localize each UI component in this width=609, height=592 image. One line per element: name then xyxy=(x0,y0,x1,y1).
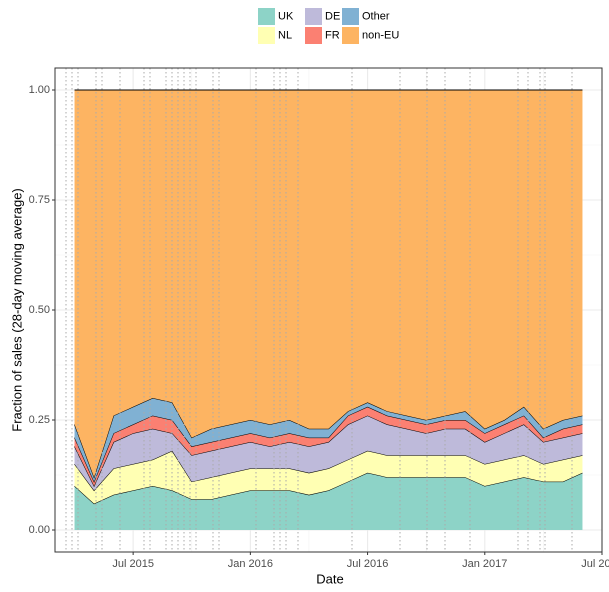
legend-label: FR xyxy=(325,29,340,41)
legend-label: DE xyxy=(325,10,340,22)
axes: 0.00 0.25 0.50 0.75 1.00 Jul 2015 Jan 2016 Jul … xyxy=(29,84,609,570)
legend-key xyxy=(258,8,275,25)
legend-key xyxy=(342,8,359,25)
legend-label: UK xyxy=(278,10,294,22)
area xyxy=(74,415,583,491)
area xyxy=(74,472,583,530)
x-tick-label: Jan 2016 xyxy=(228,558,273,570)
y-tick-label: 1.00 xyxy=(29,84,50,96)
y-tick-label: 0.00 xyxy=(29,524,50,536)
y-tick-label: 0.25 xyxy=(29,414,50,426)
legend-key xyxy=(342,27,359,44)
x-tick-label: Jul 2015 xyxy=(112,558,154,570)
legend-label: Other xyxy=(362,10,390,22)
legend: UK NL DE FR Other non-EU xyxy=(258,8,399,44)
area xyxy=(74,90,583,478)
area xyxy=(74,398,583,482)
legend-label: non-EU xyxy=(362,29,399,41)
x-tick-label: Jan 2017 xyxy=(462,558,507,570)
legend-key xyxy=(305,8,322,25)
x-tick-label: Jul 2016 xyxy=(347,558,389,570)
legend-key xyxy=(258,27,275,44)
area xyxy=(74,450,583,504)
area xyxy=(74,406,583,486)
x-tick-label: Jul 2017 xyxy=(581,558,609,570)
areas xyxy=(74,89,583,530)
legend-key xyxy=(305,27,322,44)
y-axis-title: Fraction of sales (28-day moving average… xyxy=(9,188,24,432)
y-tick-label: 0.75 xyxy=(29,194,50,206)
y-tick-label: 0.50 xyxy=(29,304,50,316)
legend-label: NL xyxy=(278,29,292,41)
x-axis-title: Date xyxy=(316,571,343,586)
